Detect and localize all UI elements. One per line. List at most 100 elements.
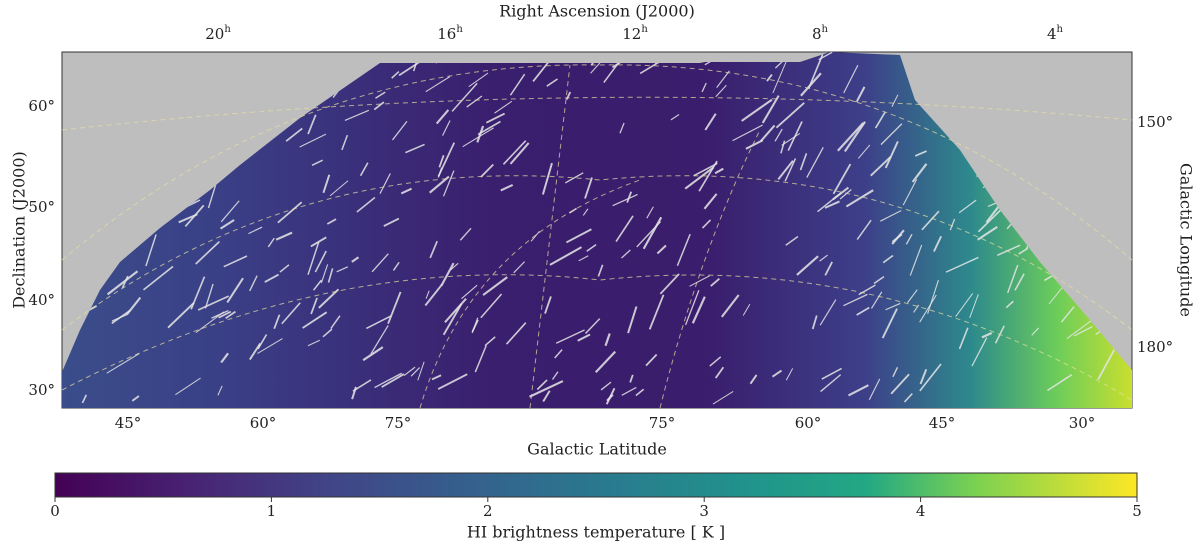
colorbar-tick-label: 0: [50, 502, 60, 520]
filament: [391, 70, 400, 79]
filament: [379, 173, 391, 194]
filament: [322, 174, 331, 194]
filament: [542, 390, 551, 402]
filament: [381, 373, 405, 388]
filament: [749, 374, 758, 385]
filament: [703, 193, 718, 210]
filament: [442, 303, 463, 336]
filament: [781, 132, 801, 146]
filament: [582, 208, 589, 216]
gb-tick-label: 60°: [250, 414, 277, 432]
filament: [223, 255, 248, 268]
filament: [586, 243, 597, 252]
filament: [440, 262, 455, 286]
filament: [326, 218, 337, 225]
filament: [621, 249, 631, 259]
filament: [279, 264, 290, 273]
filament: [121, 275, 129, 289]
filament: [785, 235, 799, 246]
filament: [648, 294, 665, 330]
filament: [1007, 264, 1019, 294]
filament: [307, 241, 320, 276]
filament: [267, 237, 275, 248]
filament: [777, 160, 794, 180]
colorbar-tick-label: 2: [483, 502, 493, 520]
filament: [820, 374, 842, 393]
filament: [425, 290, 430, 299]
filament: [927, 279, 939, 314]
ra-tick-label: 8h: [812, 24, 829, 44]
filament: [933, 235, 943, 252]
filament: [438, 154, 445, 168]
filament: [249, 275, 258, 292]
filament: [336, 266, 349, 273]
filament: [785, 368, 794, 381]
filament: [195, 240, 220, 265]
filament: [310, 297, 318, 315]
ra-hour: 8: [812, 25, 822, 43]
filament: [698, 160, 718, 192]
filament: [913, 304, 920, 313]
filament: [890, 373, 910, 395]
filament: [955, 293, 974, 317]
filament: [819, 254, 828, 262]
filament: [327, 268, 334, 283]
filament: [949, 218, 956, 231]
bottom-axis-label: Galactic Latitude: [527, 440, 667, 459]
filament: [362, 346, 384, 362]
filament: [392, 120, 408, 141]
colorbar-label: HI brightness temperature [ K ]: [467, 523, 725, 542]
filament: [837, 122, 865, 152]
filament: [584, 177, 593, 199]
gb-tick-label: 45°: [929, 414, 956, 432]
filament: [714, 167, 724, 175]
filament: [909, 244, 923, 276]
filament: [529, 380, 564, 398]
filament: [341, 134, 349, 151]
filament: [546, 78, 558, 87]
filament: [505, 322, 527, 345]
filament: [383, 217, 400, 227]
filament: [839, 189, 852, 200]
filament: [502, 140, 527, 165]
filament: [621, 386, 637, 396]
filament: [314, 250, 327, 273]
filament: [437, 142, 456, 177]
filament: [142, 265, 174, 291]
filament: [824, 200, 840, 209]
filament: [217, 385, 223, 396]
filament: [106, 270, 139, 296]
grid-curve: [659, 129, 761, 409]
filament: [709, 356, 722, 367]
filament: [1097, 349, 1116, 380]
filament: [600, 381, 612, 391]
filament: [843, 64, 859, 94]
filament: [392, 261, 400, 271]
filament: [480, 293, 503, 319]
filament: [880, 123, 903, 146]
filament: [226, 277, 244, 304]
filament: [874, 111, 886, 129]
filament: [845, 189, 874, 208]
filament: [892, 367, 899, 378]
filament: [373, 101, 385, 111]
filament: [442, 170, 455, 197]
filament: [646, 206, 654, 219]
ra-hour: 4: [1047, 25, 1057, 43]
filament: [843, 121, 866, 153]
filament: [480, 163, 494, 178]
filament: [832, 186, 850, 201]
filament: [429, 240, 438, 259]
filament: [619, 122, 625, 134]
filament: [670, 114, 680, 121]
filament: [184, 204, 205, 227]
filament: [642, 216, 663, 250]
filament: [356, 196, 376, 213]
filament: [645, 353, 658, 367]
filament: [219, 219, 235, 230]
filament: [330, 315, 341, 329]
filament: [639, 61, 660, 75]
filament: [716, 70, 730, 88]
filament: [704, 113, 717, 131]
